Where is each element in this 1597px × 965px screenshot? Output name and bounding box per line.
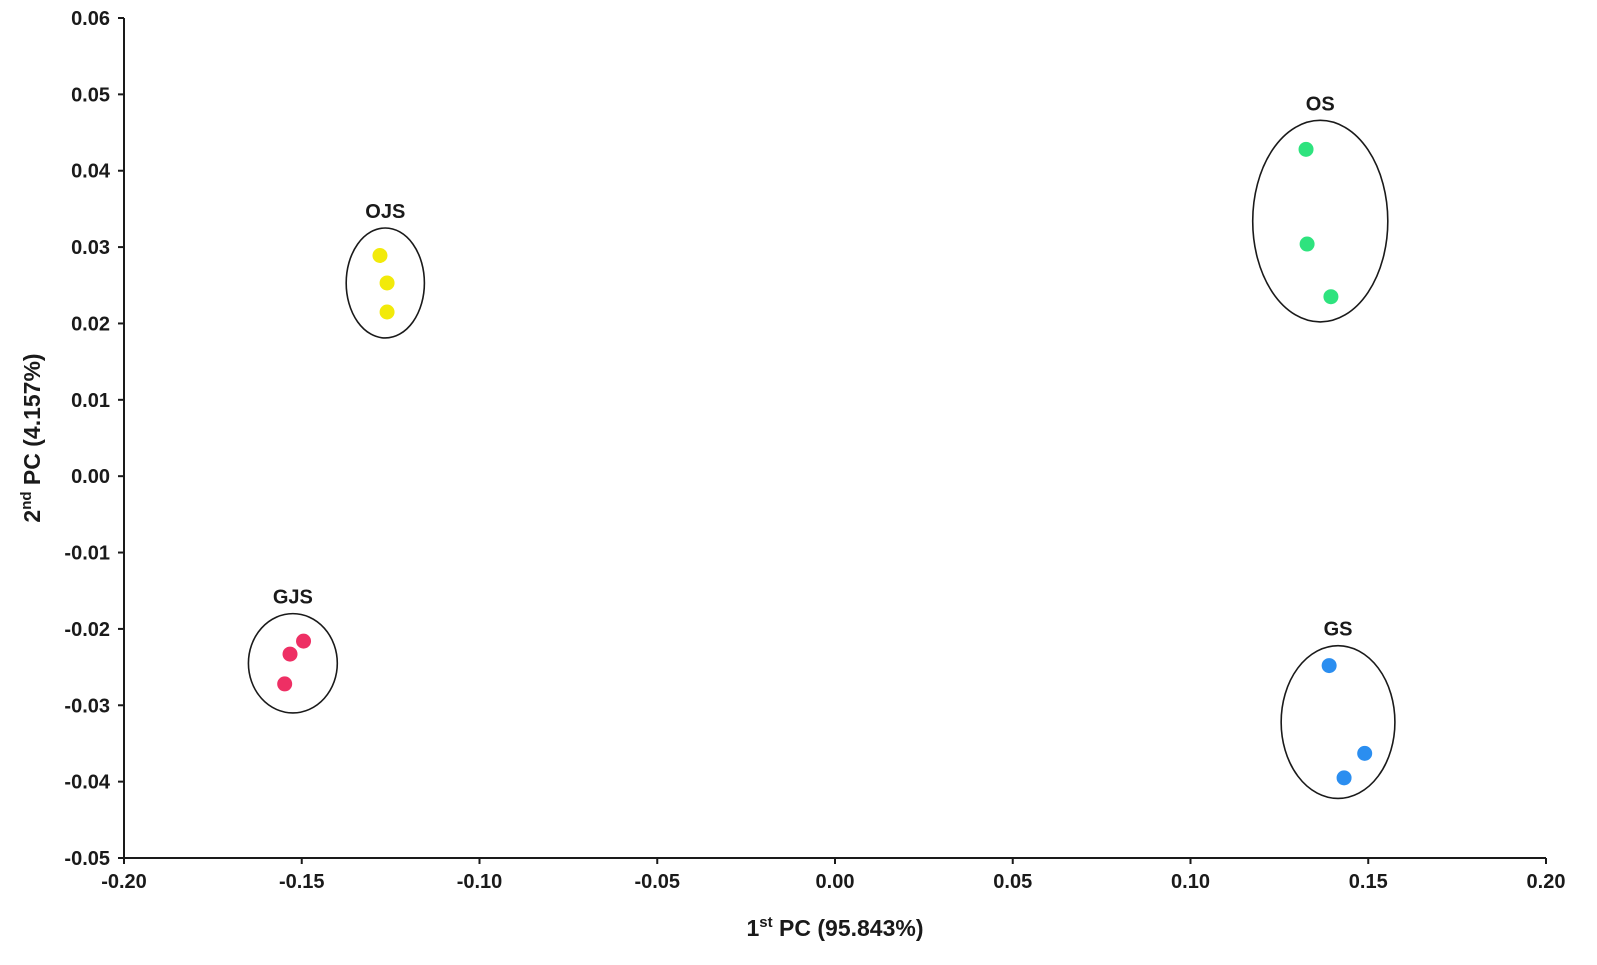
y-tick-label: 0.00 (71, 466, 110, 488)
y-tick-label: -0.02 (64, 619, 110, 641)
data-point-os (1323, 289, 1339, 305)
y-axis-ticks: 0.06 0.05 0.04 0.03 0.02 0.01 0.00 -0.01 -0.02 -0… (64, 8, 124, 870)
y-tick-label: -0.01 (64, 543, 110, 565)
data-point-gs (1357, 745, 1373, 761)
cluster-groups: OJS OS GJS GS (247, 93, 1396, 800)
data-point-os (1298, 141, 1314, 157)
cluster-label-os: OS (1306, 93, 1335, 115)
data-point-gs (1336, 770, 1352, 786)
data-point-gjs (296, 633, 312, 649)
y-tick-label: 0.02 (71, 313, 110, 335)
data-point-ojs (379, 275, 395, 291)
cluster-ellipse-gjs (247, 612, 339, 714)
y-axis-title: 2nd PC (4.157%) (18, 353, 45, 522)
x-tick-label: 0.00 (816, 871, 855, 893)
cluster-ellipse-ojs (345, 227, 426, 339)
cluster-label-gs: GS (1324, 619, 1353, 641)
cluster-label-ojs: OJS (365, 201, 405, 223)
x-axis-ticks: -0.20 -0.15 -0.10 -0.05 0.00 0.05 0.10 0.15 0.20 (101, 858, 1565, 893)
y-tick-label: -0.03 (64, 695, 110, 717)
data-point-ojs (372, 247, 388, 263)
data-point-gjs (282, 646, 298, 662)
data-point-ojs (379, 304, 395, 320)
y-tick-label: 0.05 (71, 84, 110, 106)
cluster-ellipse-gs (1280, 644, 1396, 800)
x-tick-label: -0.20 (101, 871, 147, 893)
y-axis-title-text: PC (4.157%) (19, 353, 45, 491)
y-tick-label: 0.03 (71, 237, 110, 259)
x-tick-label: -0.05 (634, 871, 680, 893)
x-tick-label: 0.10 (1171, 871, 1210, 893)
x-tick-label: -0.10 (457, 871, 503, 893)
x-axis-title-superscript: st (759, 914, 772, 931)
x-tick-label: 0.15 (1349, 871, 1388, 893)
y-tick-label: 0.04 (71, 161, 111, 183)
cluster-ellipse-os (1251, 119, 1389, 323)
cluster-ojs: OJS (345, 201, 426, 339)
x-axis-title: 1st PC (95.843%) (747, 914, 924, 941)
data-point-os (1299, 236, 1315, 252)
y-tick-label: -0.05 (64, 848, 110, 870)
cluster-gjs: GJS (247, 587, 339, 714)
data-point-gjs (277, 676, 293, 692)
cluster-label-gjs: GJS (273, 587, 313, 609)
cluster-os: OS (1251, 93, 1389, 323)
y-axis-title-prefix: 2 (19, 510, 45, 523)
y-tick-label: 0.06 (71, 8, 110, 30)
x-axis-title-text: PC (95.843%) (773, 915, 924, 941)
y-axis-title-superscript: nd (18, 491, 35, 509)
x-tick-label: 0.05 (993, 871, 1032, 893)
data-point-gs (1321, 658, 1337, 674)
x-tick-label: -0.15 (279, 871, 325, 893)
x-tick-label: 0.20 (1527, 871, 1566, 893)
y-tick-label: -0.04 (64, 772, 110, 794)
x-axis-title-prefix: 1 (747, 915, 760, 941)
cluster-gs: GS (1280, 619, 1396, 800)
y-tick-label: 0.01 (71, 390, 110, 412)
axes (123, 18, 1546, 859)
